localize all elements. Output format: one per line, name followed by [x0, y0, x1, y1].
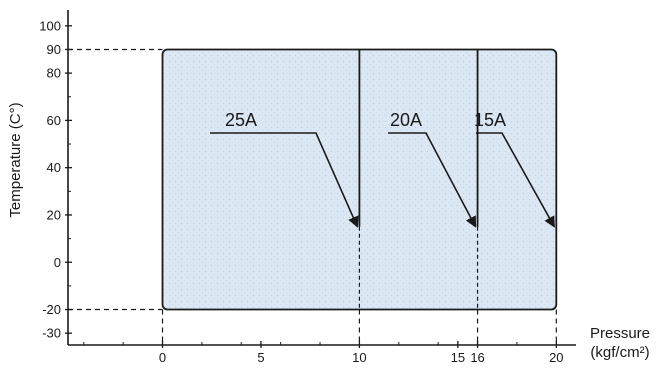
- x-tick-label: 20: [549, 350, 563, 365]
- x-tick-label: 5: [257, 350, 264, 365]
- x-tick-label: 15: [451, 350, 465, 365]
- x-tick-label: 16: [470, 350, 484, 365]
- size-arrow-20a: [388, 132, 477, 228]
- y-tick-label: 100: [39, 18, 61, 33]
- y-tick-label: 90: [47, 42, 61, 57]
- x-axis-title-line2: (kgf/cm²): [590, 344, 649, 361]
- y-tick-label: 60: [47, 113, 61, 128]
- y-tick-label: 80: [47, 66, 61, 81]
- size-label-25a: 25A: [225, 110, 257, 130]
- size-arrow-15a: [476, 132, 556, 228]
- size-label-20a: 20A: [390, 110, 422, 130]
- x-axis-title-line1: Pressure: [590, 325, 650, 342]
- y-tick-label: 40: [47, 160, 61, 175]
- y-tick-label: -20: [42, 302, 61, 317]
- x-tick-label: 10: [352, 350, 366, 365]
- x-tick-label: 0: [159, 350, 166, 365]
- y-tick-label: 20: [47, 207, 61, 222]
- size-arrow-25a: [210, 132, 359, 228]
- y-axis-title: Temperature (C°): [7, 102, 24, 217]
- size-label-15a: 15A: [474, 110, 506, 130]
- y-tick-label: 0: [54, 255, 61, 270]
- y-tick-label: -30: [42, 326, 61, 341]
